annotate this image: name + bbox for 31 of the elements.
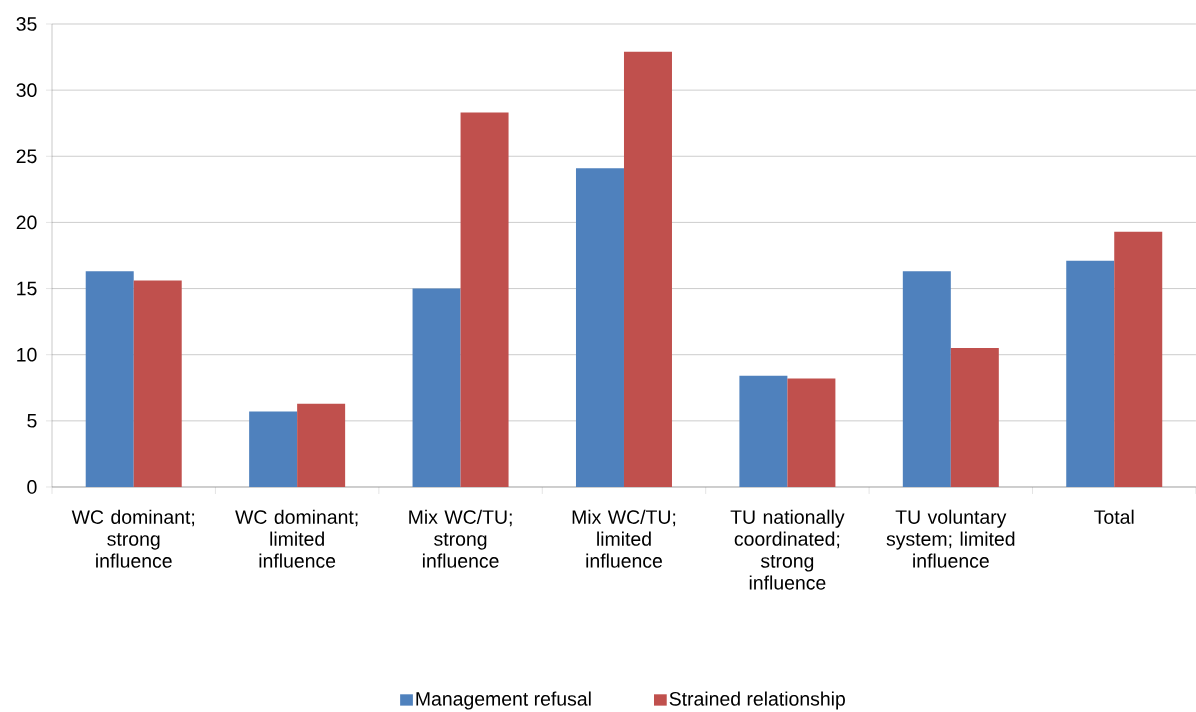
y-tick-label: 20 (16, 215, 37, 230)
x-tick-label: Mix WC/TU; strong influence (409, 509, 512, 568)
legend-label: Management refusal (416, 691, 591, 710)
y-tick-label: 35 (16, 17, 37, 31)
y-tick-label: 30 (16, 83, 37, 98)
bar (575, 168, 624, 487)
bar (902, 271, 951, 487)
bar (950, 348, 999, 487)
bar (739, 375, 788, 487)
bar (1114, 231, 1163, 487)
y-tick-label: 0 (27, 480, 37, 494)
x-tick-label: TU nationally coordinated; strong influence (730, 509, 845, 590)
bar (1066, 260, 1115, 487)
x-tick-label: Mix WC/TU; limited influence (572, 509, 676, 568)
legend-label: Strained relationship (669, 691, 845, 710)
bar (85, 271, 134, 487)
y-tick-label: 15 (17, 281, 37, 296)
bar (133, 280, 182, 487)
x-tick-label: Total (1094, 509, 1134, 524)
bar (787, 378, 836, 487)
bar (249, 411, 298, 487)
y-tick-label: 25 (16, 149, 37, 164)
bar (623, 51, 672, 487)
x-tick-label: WC dominant; limited influence (235, 509, 358, 568)
bar (460, 112, 509, 487)
x-tick-label: WC dominant; strong influence (71, 509, 195, 568)
bar (297, 403, 346, 487)
x-tick-label: TU voluntary system; limited influence (886, 509, 1015, 568)
bar (412, 288, 461, 487)
y-tick-label: 10 (17, 347, 37, 362)
y-tick-label: 5 (27, 414, 37, 428)
